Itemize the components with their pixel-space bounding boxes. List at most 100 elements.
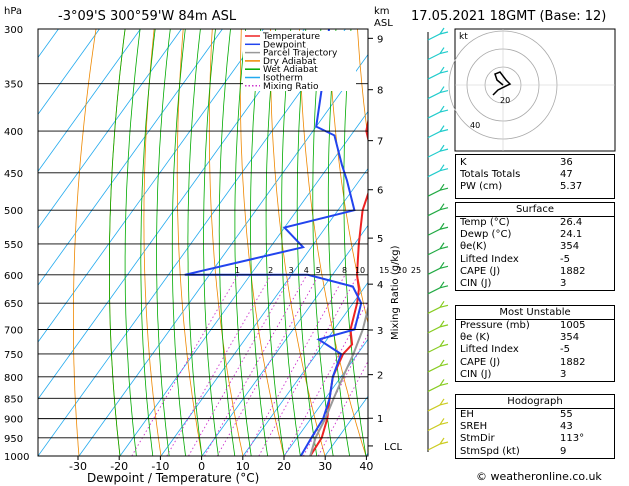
index-row: PW (cm) 5.37 — [456, 181, 614, 193]
surface-rows: Temp (°C) 26.4 Dewp (°C) 24.1 θe(K) 354 Lifted… — [456, 216, 614, 290]
most-unstable-rows: Pressure (mb) 1005 θe (K) 354 Lifted Index -5… — [456, 319, 614, 381]
mixing-ratio-line — [188, 274, 293, 456]
surface-label: CIN (J) — [460, 277, 492, 289]
surface-value: 24.1 — [560, 229, 583, 241]
mixing-ratio-label: 8 — [342, 266, 347, 275]
km-tick-label: 7 — [377, 137, 383, 148]
surface-value: 354 — [560, 241, 580, 253]
hodograph-row: StmSpd (kt) 9 — [456, 446, 614, 458]
km-tick-label: 2 — [377, 371, 383, 382]
wet-adiabat-line — [265, 29, 285, 456]
wind-barb — [427, 398, 449, 412]
pressure-tick-label: 850 — [4, 394, 23, 405]
hodograph-label: StmSpd (kt) — [460, 445, 520, 457]
hodograph-label: SREH — [460, 421, 488, 433]
dry-adiabat-line — [73, 29, 97, 456]
legend-box — [243, 31, 356, 91]
pressure-tick-label: 750 — [4, 350, 23, 361]
mixing-ratio-line — [284, 299, 368, 456]
parcel-trajectory-line — [309, 304, 368, 456]
isotherm-line — [160, 167, 368, 456]
legend-item: Isotherm — [263, 74, 303, 84]
pressure-tick-label: 800 — [4, 373, 23, 384]
x-tick-label: 40 — [359, 460, 373, 473]
hodograph-ring-label: 20 — [500, 96, 510, 105]
x-tick-label: -10 — [151, 460, 169, 473]
wind-barb — [427, 203, 449, 217]
isotherm-line — [38, 29, 346, 456]
most-unstable-row: CAPE (J) 1882 — [456, 357, 614, 369]
pressure-tick-label: 500 — [4, 206, 23, 217]
isotherm-line — [38, 29, 305, 400]
wet-adiabat-line — [187, 29, 203, 456]
most-unstable-title: Most Unstable — [499, 307, 571, 318]
mixing-ratio-label: 20 — [397, 266, 407, 275]
indices-rows: K 36 Totals Totals 47 PW (cm) 5.37 — [456, 155, 614, 194]
surface-value: 1882 — [560, 265, 586, 277]
most-unstable-value: 3 — [560, 368, 567, 380]
x-tick-label: 10 — [236, 460, 250, 473]
index-label: Totals Totals — [460, 169, 521, 181]
wind-barb — [427, 164, 449, 178]
wind-barb — [427, 359, 449, 373]
surface-value: -5 — [560, 253, 570, 265]
index-label: K — [460, 157, 467, 168]
wind-barb — [427, 144, 449, 158]
wet-adiabat-line — [203, 29, 219, 456]
wind-barb — [427, 183, 449, 197]
km-tick-label: 6 — [377, 186, 383, 197]
x-tick-label: 0 — [198, 460, 205, 473]
legend-item: Parcel Trajectory — [263, 49, 338, 59]
x-tick-label: 20 — [277, 460, 291, 473]
left-title: -3°09'S 300°59'W 84m ASL — [58, 9, 237, 24]
isotherm-line — [38, 29, 100, 116]
isotherm-line — [201, 224, 368, 456]
most-unstable-row: Lifted Index -5 — [456, 344, 614, 356]
plot-frame — [37, 28, 369, 457]
hodograph-ring-label: 40 — [470, 121, 480, 130]
index-value: 5.37 — [560, 181, 583, 193]
isotherm-line — [283, 338, 368, 456]
surface-row: Temp (°C) 26.4 — [456, 217, 614, 229]
wind-barb — [427, 340, 449, 353]
mixing-ratio-label: 1 — [235, 266, 240, 275]
y-unit-left: hPa — [4, 6, 22, 17]
most-unstable-row: θe (K) 354 — [456, 332, 614, 344]
wet-adiabat-line — [124, 29, 141, 456]
most-unstable-panel: Most Unstable Pressure (mb) 1005 θe (K) 354… — [455, 305, 615, 382]
hodograph-trace — [492, 71, 512, 96]
isotherm-line — [38, 29, 141, 172]
km-tick-label: LCL — [384, 442, 403, 453]
legend-item: Mixing Ratio — [263, 82, 319, 92]
wind-barb — [427, 105, 449, 119]
pressure-tick-label: 300 — [4, 25, 23, 36]
hodograph-label: EH — [460, 409, 474, 420]
x-tick-label: -20 — [110, 460, 128, 473]
isotherm-line — [38, 29, 182, 229]
km-tick-label: 5 — [377, 234, 383, 245]
isotherm-line — [38, 29, 264, 343]
hodograph-row: SREH 43 — [456, 421, 614, 433]
wind-barb — [427, 27, 449, 41]
x-axis-label: Dewpoint / Temperature (°C) — [87, 471, 259, 485]
wet-adiabat-line — [296, 29, 318, 456]
wind-barb — [427, 320, 449, 334]
mixing-ratio-label: 10 — [355, 266, 365, 275]
wind-barb — [427, 437, 449, 451]
pressure-tick-label: 550 — [4, 240, 23, 251]
km-tick-label: 4 — [377, 280, 383, 291]
pressure-tick-label: 400 — [4, 127, 23, 138]
hodograph-value: 55 — [560, 409, 573, 420]
mixing-ratio-label: 15 — [379, 266, 389, 275]
mixing-ratio-line — [244, 274, 346, 456]
km-tick-label: 8 — [377, 86, 383, 97]
hodograph-value: 113° — [560, 433, 585, 445]
surface-label: Lifted Index — [460, 253, 519, 265]
surface-row: θe(K) 354 — [456, 241, 614, 253]
hodograph-panel: Hodograph EH 55 SREH 43 StmDir 113° StmSpd (kt… — [455, 394, 615, 459]
pressure-tick-label: 350 — [4, 80, 23, 91]
mixing-ratio-label: 25 — [411, 266, 421, 275]
index-label: PW (cm) — [460, 181, 503, 193]
